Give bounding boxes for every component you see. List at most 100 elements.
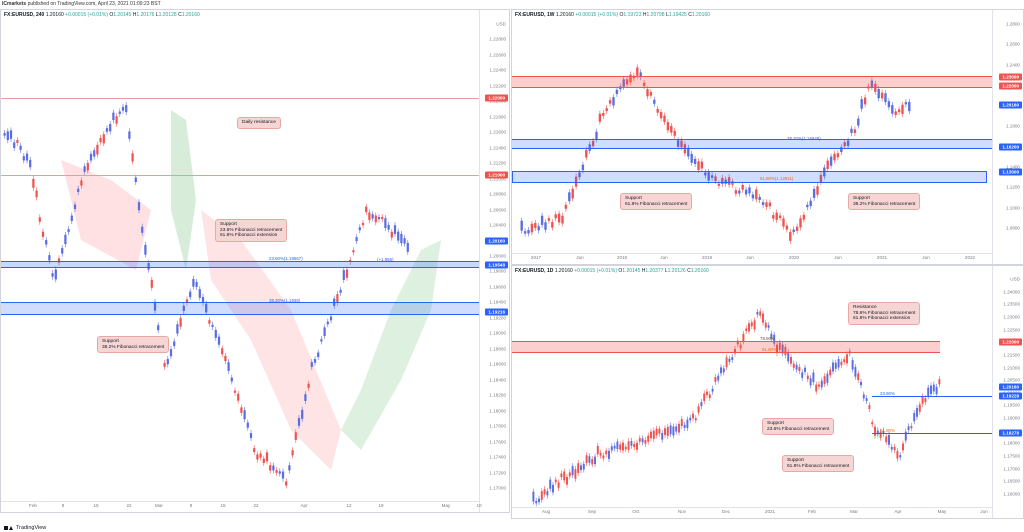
time-tick: Apr: [894, 509, 902, 514]
candle: [753, 317, 756, 333]
candle: [535, 497, 538, 507]
chart-panel-h4[interactable]: FX:EURUSD, 240 1.20160 +0.00015 (+0.01%)…: [0, 9, 510, 513]
note-resistance-fib[interactable]: Resistance 78.6% Fibonacci retracement 6…: [848, 302, 921, 325]
candle: [137, 199, 141, 214]
candle: [608, 447, 610, 462]
candle: [809, 375, 812, 389]
candle: [792, 226, 795, 236]
candle: [673, 127, 676, 139]
price-tick: 1.18400: [489, 377, 506, 383]
candle: [557, 479, 560, 491]
candle: [173, 338, 176, 350]
candle: [125, 102, 128, 116]
candle: [663, 112, 666, 126]
candle: [857, 370, 860, 384]
candle: [540, 212, 544, 228]
candle: [666, 423, 669, 439]
price-tick: 1.24000: [1003, 289, 1020, 295]
candle: [105, 125, 109, 135]
tradingview-footer[interactable]: TradingView: [4, 525, 46, 531]
price-tick: 1.21000: [1003, 365, 1020, 371]
candle: [166, 356, 169, 368]
note-support-fib-61[interactable]: Support 61.8% Fibonacci retracement: [782, 455, 855, 473]
price-plot[interactable]: [512, 10, 992, 254]
price-tick: 1.2600: [1005, 41, 1020, 47]
chart-panel-daily[interactable]: FX:EURUSD, 1D 1.20160 +0.00015 (+0.01%) …: [511, 265, 1024, 519]
candle: [230, 374, 233, 385]
candle: [932, 381, 935, 395]
candle: [384, 215, 387, 232]
price-axis[interactable]: 1.28001.26001.24001.22001.20001.18001.16…: [992, 10, 1023, 264]
candle: [612, 94, 615, 109]
candle: [397, 228, 400, 244]
symbol-label: FX:EURUSD, 1W: [515, 12, 555, 18]
candle: [329, 313, 333, 324]
time-tick: Jun: [660, 255, 668, 260]
candle: [714, 374, 717, 385]
candle: [323, 324, 326, 339]
price-plot[interactable]: [512, 266, 992, 508]
price-tick: 1.22400: [489, 67, 506, 73]
candle: [930, 382, 932, 398]
candle: [893, 443, 896, 454]
fib-label-23: 23.60%: [880, 391, 895, 396]
time-axis[interactable]: Feb 8 15 22 Mar 8 15 22 Apr 12 19 May 10: [1, 501, 482, 512]
candle: [938, 376, 941, 388]
candle: [908, 98, 911, 115]
candle: [745, 325, 748, 334]
candle: [57, 255, 61, 266]
time-tick: Apr: [300, 503, 308, 508]
candle: [689, 414, 692, 424]
candle: [773, 331, 776, 347]
note-support-fib-23[interactable]: Support 23.6% Fibonacci retracement 61.8…: [215, 219, 288, 242]
note-support-fib-38[interactable]: Support 38.2% Fibonacci retracement: [848, 193, 921, 211]
candle: [871, 419, 874, 428]
candle: [552, 481, 554, 496]
candle: [748, 320, 750, 335]
candle: [795, 361, 798, 373]
candle: [840, 358, 843, 369]
candle: [850, 125, 853, 136]
price-axis[interactable]: USD 1.24000 1.23500 1.23000 1.22500 1.22000 1.…: [992, 266, 1023, 518]
candle: [792, 360, 795, 371]
candle: [275, 467, 278, 476]
candle: [837, 356, 840, 371]
note-daily-resistance[interactable]: Daily resistance: [237, 117, 281, 129]
price-change: +0.00015 (+0.01%): [574, 268, 618, 274]
time-axis[interactable]: Aug Sep Oct Nov Dec 2021 Feb Mar Apr May Jun: [512, 507, 992, 518]
price-plot[interactable]: [1, 10, 479, 502]
candle: [836, 150, 840, 161]
price-level-badge: 1.16200: [999, 143, 1022, 151]
candle: [896, 448, 899, 462]
candle: [639, 69, 642, 81]
candle: [358, 224, 361, 234]
price-tick: 1.18200: [489, 392, 506, 398]
candle: [750, 319, 753, 330]
time-axis[interactable]: 2017 Jun 2018 Jun 2019 Jun 2020 Jun 2021 Jun 2022: [512, 253, 992, 264]
candle: [809, 197, 812, 210]
candle: [307, 380, 310, 391]
candle: [655, 425, 658, 439]
candle: [904, 99, 908, 108]
candle: [41, 228, 45, 240]
candle: [798, 363, 801, 375]
candle: [189, 288, 192, 301]
candle: [520, 217, 523, 234]
candle: [294, 429, 297, 443]
time-tick: Mar: [850, 509, 858, 514]
ohlc-high: 1.20798: [646, 12, 665, 18]
candle: [588, 453, 591, 466]
price-axis[interactable]: USD 1.22800 1.22600 1.22400 1.22200 1.22000 1.…: [479, 10, 509, 512]
candle: [697, 158, 700, 173]
candle: [638, 435, 641, 445]
note-support-fib-61[interactable]: Support 61.8% Fibonacci retracement: [620, 193, 693, 211]
candle: [659, 109, 663, 122]
candle: [901, 101, 904, 117]
chart-panel-weekly[interactable]: FX:EURUSD, 1W 1.20160 +0.00015 (+0.01%) …: [511, 9, 1024, 265]
note-support-fib-38[interactable]: Support 38.2% Fibonacci retracement: [97, 336, 170, 354]
candle: [6, 128, 9, 144]
time-tick: May: [937, 509, 947, 514]
time-tick: 15: [220, 503, 226, 508]
candle: [708, 391, 711, 401]
note-support-fib-23[interactable]: Support 23.6% Fibonacci retracement: [762, 418, 835, 436]
